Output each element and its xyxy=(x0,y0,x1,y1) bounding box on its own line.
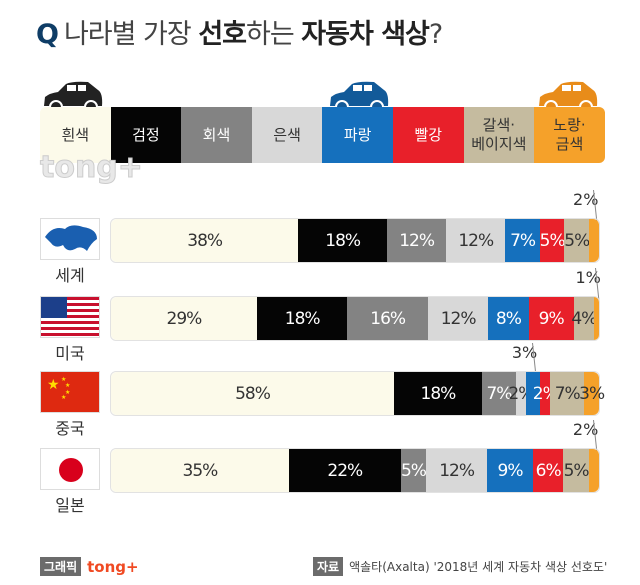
bar-segment: 7% xyxy=(550,372,585,415)
country-row: 미국 1% 29% 18% 16% 12% 8% 9% 4% xyxy=(0,267,640,376)
country-label: 미국 xyxy=(55,344,85,363)
country-label: 중국 xyxy=(55,419,85,438)
bar-segment: 2% xyxy=(508,372,534,415)
us-flag-icon xyxy=(40,296,100,338)
bar-segment: 38% xyxy=(111,219,299,262)
country-row: 세계 2% 38% 18% 12% 12% 7% 5% 5% xyxy=(0,189,640,298)
bar-segment: 5% xyxy=(564,219,590,262)
bar-segment: 9% xyxy=(528,297,574,340)
callout-label: 2% xyxy=(572,420,599,439)
stacked-bar: 35% 22% 5% 12% 9% 6% 5% xyxy=(110,448,600,493)
country-row: ★ ★ ★ ★ ★ 중국 3% 58% 18% 7% 2% 2% 7% 3% xyxy=(0,342,640,451)
callout-label: 2% xyxy=(573,190,599,209)
legend-item: 빨강 xyxy=(392,107,464,163)
legend-item: 검정 xyxy=(110,107,182,163)
svg-text:★: ★ xyxy=(65,382,70,389)
world-map-icon xyxy=(40,218,100,260)
bar-segment: 35% xyxy=(111,449,289,492)
country-row: 일본 2% 35% 22% 5% 12% 9% 6% 5% xyxy=(0,419,640,528)
bar-segment: 18% xyxy=(298,219,388,262)
country-label: 일본 xyxy=(55,496,85,515)
bar-segment: 5% xyxy=(540,219,566,262)
stacked-bar: 29% 18% 16% 12% 8% 9% 4% xyxy=(110,296,600,341)
legend-item: 노랑· 금색 xyxy=(534,107,605,163)
svg-text:★: ★ xyxy=(47,377,60,393)
bar-segment: 12% xyxy=(446,219,506,262)
bar-segment: 16% xyxy=(347,297,428,340)
footer-source: 자료 액솔타(Axalta) '2018년 세계 자동차 색상 선호도' xyxy=(313,557,607,576)
bar-segment: 8% xyxy=(488,297,529,340)
japan-flag-icon xyxy=(40,448,100,490)
country-label: 세계 xyxy=(55,266,85,285)
svg-text:★: ★ xyxy=(61,394,66,401)
bar-segment: 12% xyxy=(427,297,489,340)
bar-segment: 12% xyxy=(426,449,488,492)
callout-label: 3% xyxy=(511,343,538,362)
bar-segment: 12% xyxy=(387,219,447,262)
legend-item: 흰색 xyxy=(40,107,111,163)
svg-text:★: ★ xyxy=(61,376,66,383)
bar-segment: 7% xyxy=(481,372,517,415)
bar-segment: 7% xyxy=(505,219,540,262)
legend-item: 회색 xyxy=(181,107,252,163)
svg-text:★: ★ xyxy=(65,389,70,396)
bar-segment: 18% xyxy=(256,297,348,340)
footer-credit: 그래픽 tong+ xyxy=(40,557,139,576)
bar-segment: 9% xyxy=(487,449,533,492)
legend-item: 갈색· 베이지색 xyxy=(463,107,535,163)
bar-segment: 3% xyxy=(579,372,605,415)
bar-segment: 5% xyxy=(400,449,427,492)
legend-item: 파랑 xyxy=(322,107,393,163)
legend-item: 은색 xyxy=(251,107,323,163)
stacked-bar: 58% 18% 7% 2% 2% 7% 3% xyxy=(110,371,605,416)
callout-label: 1% xyxy=(575,268,601,287)
bar-segment: 58% xyxy=(111,372,395,415)
bar-segment xyxy=(525,372,541,415)
bar-segment: 5% xyxy=(563,449,590,492)
bar-segment xyxy=(588,449,599,492)
bar-segment xyxy=(593,297,599,340)
legend: 흰색 검정 회색 은색 파랑 빨강 갈색· 베이지색 노랑· 금색 xyxy=(40,107,605,163)
watermark-logo: tong+ xyxy=(40,150,144,186)
bar-segment xyxy=(589,219,599,262)
china-flag-icon: ★ ★ ★ ★ ★ xyxy=(40,371,100,413)
bar-segment: 6% xyxy=(532,449,564,492)
bar-segment: 4% xyxy=(571,297,597,340)
bar-segment: 18% xyxy=(394,372,482,415)
bar-segment: 22% xyxy=(288,449,401,492)
bar-segment: 29% xyxy=(111,297,257,340)
chart-title: Q 나라별 가장 선호하는 자동차 색상? xyxy=(36,19,443,50)
bar-segment: 2% xyxy=(533,372,559,415)
stacked-bar: 38% 18% 12% 12% 7% 5% 5% xyxy=(110,218,600,263)
